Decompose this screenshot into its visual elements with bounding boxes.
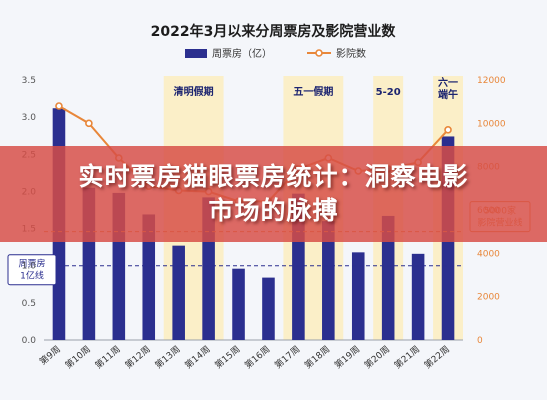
bar-第19周 [351, 252, 365, 340]
chart-title: 2022年3月以来分周票房及影院营业数 [151, 23, 397, 40]
x-tick-label: 第18周 [302, 343, 332, 371]
line-point-第10周 [85, 119, 93, 128]
legend-label-cinemas: 影院数 [336, 47, 366, 60]
line-point-第22周 [444, 126, 452, 134]
y-right-tick-label: 12000 [477, 76, 506, 86]
legend-label-box-office: 周票房（亿） [212, 47, 272, 60]
overlay-headline-line1: 实时票房猫眼票房统计：洞察电影 [78, 162, 469, 191]
y-left-tick-label: 1.0 [22, 262, 37, 272]
bar-第20周 [381, 215, 395, 340]
holiday-band-label-line: 五一假期 [293, 85, 333, 98]
y-left-tick-label: 0.5 [22, 299, 36, 309]
y-right-tick-label: 2000 [477, 293, 500, 303]
y-left-tick-label: 0.0 [22, 336, 37, 346]
reference-line-label-part: 1亿线 [20, 270, 44, 282]
bar-第18周 [322, 221, 335, 340]
holiday-band-label: 清明假期 [174, 85, 214, 98]
y-left-tick-label: 3.5 [22, 76, 36, 86]
holiday-band-label-line: 清明假期 [174, 85, 214, 98]
x-tick-label: 第22周 [422, 343, 452, 371]
holiday-band-label: 5-20 [376, 87, 401, 98]
bar-第13周 [172, 245, 185, 340]
x-tick-label: 第19周 [332, 343, 362, 371]
x-tick-label: 第14周 [182, 343, 212, 371]
title-overlay-banner: 实时票房猫眼票房统计：洞察电影 市场的脉搏 [0, 146, 547, 242]
holiday-band-label-line: 端午 [438, 88, 458, 101]
y-right-tick-label: 10000 [477, 119, 506, 129]
x-tick-label: 第16周 [242, 343, 272, 371]
x-tick-label: 第15周 [212, 343, 242, 371]
legend-swatch-marker [315, 49, 323, 57]
x-tick-label: 第21周 [392, 343, 422, 371]
holiday-band-label-line: 六一 [438, 76, 458, 89]
holiday-band-label: 五一假期 [293, 85, 333, 98]
line-point-第9周 [55, 102, 63, 110]
legend-swatch-box-office [185, 49, 207, 58]
reference-label-box [7, 254, 57, 286]
x-tick-label: 第9周 [37, 343, 63, 367]
y-right-tick-label: 0 [477, 336, 483, 346]
bar-第15周 [232, 268, 245, 340]
holiday-band-label-line: 5-20 [376, 87, 401, 98]
legend: 周票房（亿） 影院数 [185, 47, 366, 60]
bar-第12周 [142, 214, 156, 340]
y-left-tick-label: 3.0 [22, 113, 37, 123]
bar-第16周 [262, 277, 275, 340]
x-tick-label: 第10周 [63, 343, 93, 371]
reference-line-label-part: 周票房 [18, 258, 45, 270]
reference-line-label: 周票房 1亿线 [18, 258, 45, 282]
overlay-headline-line2: 市场的脉搏 [208, 196, 339, 225]
y-right-tick-label: 4000 [477, 249, 500, 259]
bar-第21周 [411, 253, 425, 340]
x-tick-label: 第13周 [152, 343, 182, 371]
holiday-band-label: 六一端午 [438, 76, 458, 101]
x-tick-label: 第11周 [92, 343, 122, 371]
x-tick-label: 第17周 [272, 343, 302, 371]
x-tick-label: 第20周 [362, 343, 392, 371]
x-tick-label: 第12周 [122, 343, 152, 371]
